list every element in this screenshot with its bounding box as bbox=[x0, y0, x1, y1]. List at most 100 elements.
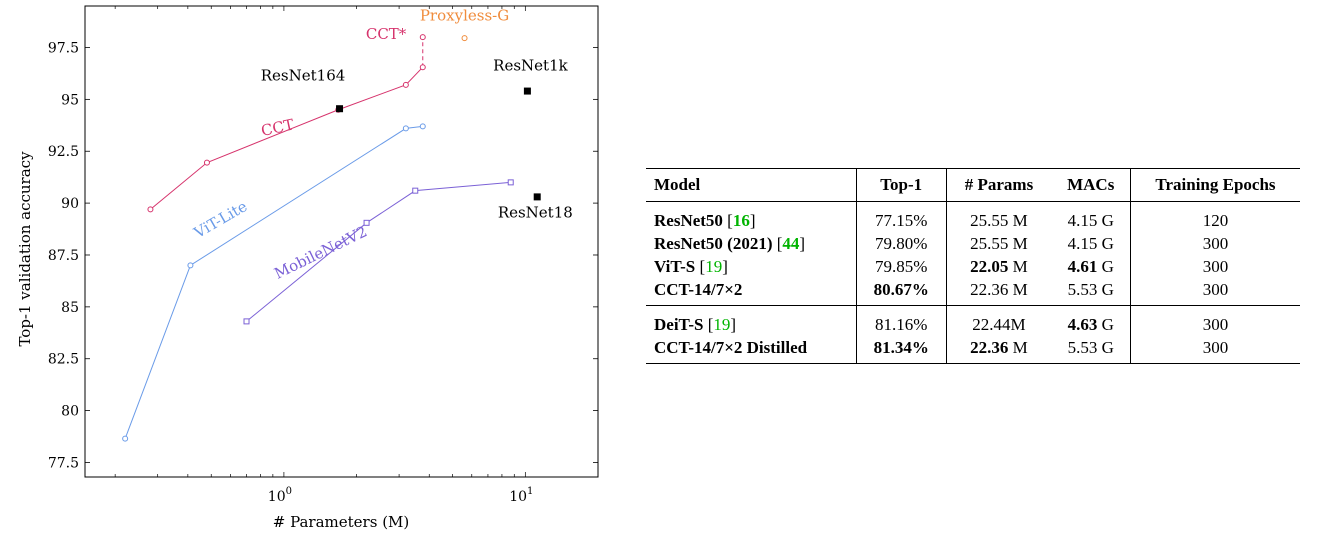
cell-params: 22.05 M bbox=[945, 255, 1052, 278]
resnet164-label: ResNet164 bbox=[261, 67, 346, 85]
params-unit: M bbox=[1008, 211, 1028, 230]
macs-unit: G bbox=[1097, 234, 1114, 253]
x-axis-title: # Parameters (M) bbox=[273, 513, 410, 531]
cell-top1: 81.34% bbox=[855, 336, 947, 364]
cell-params: 25.55 M bbox=[945, 232, 1052, 255]
resnet1k-label: ResNet1k bbox=[493, 56, 568, 74]
cell-params: 22.36 M bbox=[945, 336, 1052, 364]
cell-macs: 4.15 G bbox=[1051, 202, 1130, 233]
cell-params: 22.36 M bbox=[945, 278, 1052, 306]
cell-macs: 4.61 G bbox=[1051, 255, 1130, 278]
header-model: Model bbox=[646, 168, 857, 202]
macs-unit: G bbox=[1097, 211, 1114, 230]
cell-model: CCT-14/7×2 Distilled bbox=[646, 336, 857, 364]
vit-lite-series-line bbox=[124, 125, 423, 439]
table-group-distilled: DeiT-S [19] 81.16% 22.44M 4.63 G 300 CCT-14/7… bbox=[646, 305, 1300, 364]
header-epochs: Training Epochs bbox=[1129, 168, 1300, 202]
x-tick-exp-1: 1 bbox=[527, 486, 533, 497]
macs-value: 5.53 bbox=[1067, 280, 1098, 299]
params-value: 22.36 bbox=[970, 338, 1009, 357]
macs-unit: G bbox=[1097, 257, 1114, 276]
y-tick-label-2: 82.5 bbox=[48, 352, 79, 368]
cell-model: DeiT-S [19] bbox=[654, 315, 737, 334]
resnet164-point bbox=[336, 105, 344, 113]
model-name: DeiT-S bbox=[654, 315, 704, 334]
header-params: # Params bbox=[945, 168, 1052, 202]
cct-series-line bbox=[150, 66, 424, 210]
cct-point-1 bbox=[203, 159, 210, 166]
macs-unit: G bbox=[1097, 338, 1114, 357]
citation-ref: 19 bbox=[713, 315, 731, 334]
citation-ref: 16 bbox=[732, 211, 750, 230]
params-value: 22.05 bbox=[970, 257, 1009, 276]
mobilenetv2-series-line bbox=[246, 181, 511, 322]
table-row: CCT-14/7×2 80.67% 22.36 M 5.53 G 300 bbox=[646, 278, 1300, 306]
top1-value: 81.16% bbox=[875, 315, 928, 334]
cell-model: ViT-S [19] bbox=[654, 257, 728, 276]
params-value: 25.55 bbox=[970, 234, 1009, 253]
cell-top1: 79.80% bbox=[855, 232, 947, 255]
cell-top1: 80.67% bbox=[855, 278, 947, 306]
params-value: 22.44 bbox=[972, 315, 1011, 334]
top1-value: 79.85% bbox=[875, 257, 928, 276]
epochs-value: 300 bbox=[1202, 257, 1229, 276]
macs-value: 4.15 bbox=[1067, 234, 1098, 253]
vit-lite-point-3 bbox=[419, 123, 426, 130]
plot-frame bbox=[84, 5, 599, 478]
table-header-row: Model Top-1 # Params MACs Training Epoch… bbox=[646, 168, 1300, 202]
cell-macs: 4.63 G bbox=[1051, 306, 1130, 337]
table-row: ResNet50 [16] 77.15% 25.55 M 4.15 G 120 bbox=[646, 201, 1300, 233]
y-axis-title: Top-1 validation accuracy bbox=[16, 151, 34, 347]
mobilenetv2-point-2 bbox=[412, 187, 419, 194]
x-tick-base-1: 10 bbox=[509, 489, 527, 505]
cell-macs: 5.53 G bbox=[1051, 278, 1131, 306]
mobilenetv2-point-1 bbox=[363, 219, 370, 226]
params-unit: M bbox=[1008, 338, 1028, 357]
model-name: CCT-14/7×2 bbox=[654, 280, 743, 299]
resnet18-label: ResNet18 bbox=[498, 204, 573, 222]
y-tick-label-4: 87.5 bbox=[48, 248, 79, 264]
citation-ref: 19 bbox=[705, 257, 723, 276]
mobilenetv2-point-0 bbox=[243, 318, 250, 325]
y-tick-label-5: 90 bbox=[61, 196, 79, 212]
cell-epochs: 300 bbox=[1129, 255, 1300, 278]
cct--point bbox=[419, 34, 426, 41]
cct--label: CCT* bbox=[366, 25, 407, 43]
cell-epochs: 300 bbox=[1129, 305, 1300, 336]
citation-ref: 44 bbox=[782, 234, 800, 253]
epochs-value: 300 bbox=[1202, 338, 1229, 357]
top1-value: 80.67% bbox=[873, 280, 929, 299]
y-tick-label-8: 97.5 bbox=[48, 40, 79, 56]
params-unit: M bbox=[1008, 257, 1028, 276]
epochs-value: 300 bbox=[1202, 234, 1229, 253]
cell-macs: 4.15 G bbox=[1051, 232, 1130, 255]
macs-unit: G bbox=[1097, 315, 1114, 334]
cell-epochs: 120 bbox=[1129, 201, 1300, 232]
table-row: ViT-S [19] 79.85% 22.05 M 4.61 G 300 bbox=[646, 255, 1300, 278]
epochs-value: 120 bbox=[1202, 211, 1229, 230]
mobilenetv2-label: MobileNetV2 bbox=[271, 222, 370, 282]
cell-params: 25.55 M bbox=[945, 201, 1052, 232]
cell-params: 22.44M bbox=[945, 305, 1052, 336]
header-macs: MACs bbox=[1051, 168, 1131, 202]
x-tick-label-0: 100 bbox=[268, 486, 292, 505]
table-group-baselines: ResNet50 [16] 77.15% 25.55 M 4.15 G 120 ResNe… bbox=[646, 201, 1300, 306]
cell-epochs: 300 bbox=[1129, 232, 1300, 255]
top1-value: 81.34% bbox=[873, 338, 929, 357]
y-tick-label-1: 80 bbox=[61, 404, 79, 420]
model-name: ResNet50 (2021) bbox=[654, 234, 773, 253]
y-tick-label-7: 95 bbox=[61, 92, 79, 108]
macs-value: 4.15 bbox=[1067, 211, 1098, 230]
vit-lite-point-1 bbox=[187, 262, 194, 269]
top1-value: 77.15% bbox=[875, 211, 928, 230]
x-tick-base-0: 10 bbox=[268, 489, 286, 505]
cell-model: ResNet50 (2021) [44] bbox=[654, 234, 806, 253]
model-name: ResNet50 bbox=[654, 211, 723, 230]
cell-top1: 79.85% bbox=[855, 255, 947, 278]
macs-value: 4.63 bbox=[1067, 315, 1098, 334]
params-unit: M bbox=[1008, 280, 1028, 299]
params-value: 25.55 bbox=[970, 211, 1009, 230]
